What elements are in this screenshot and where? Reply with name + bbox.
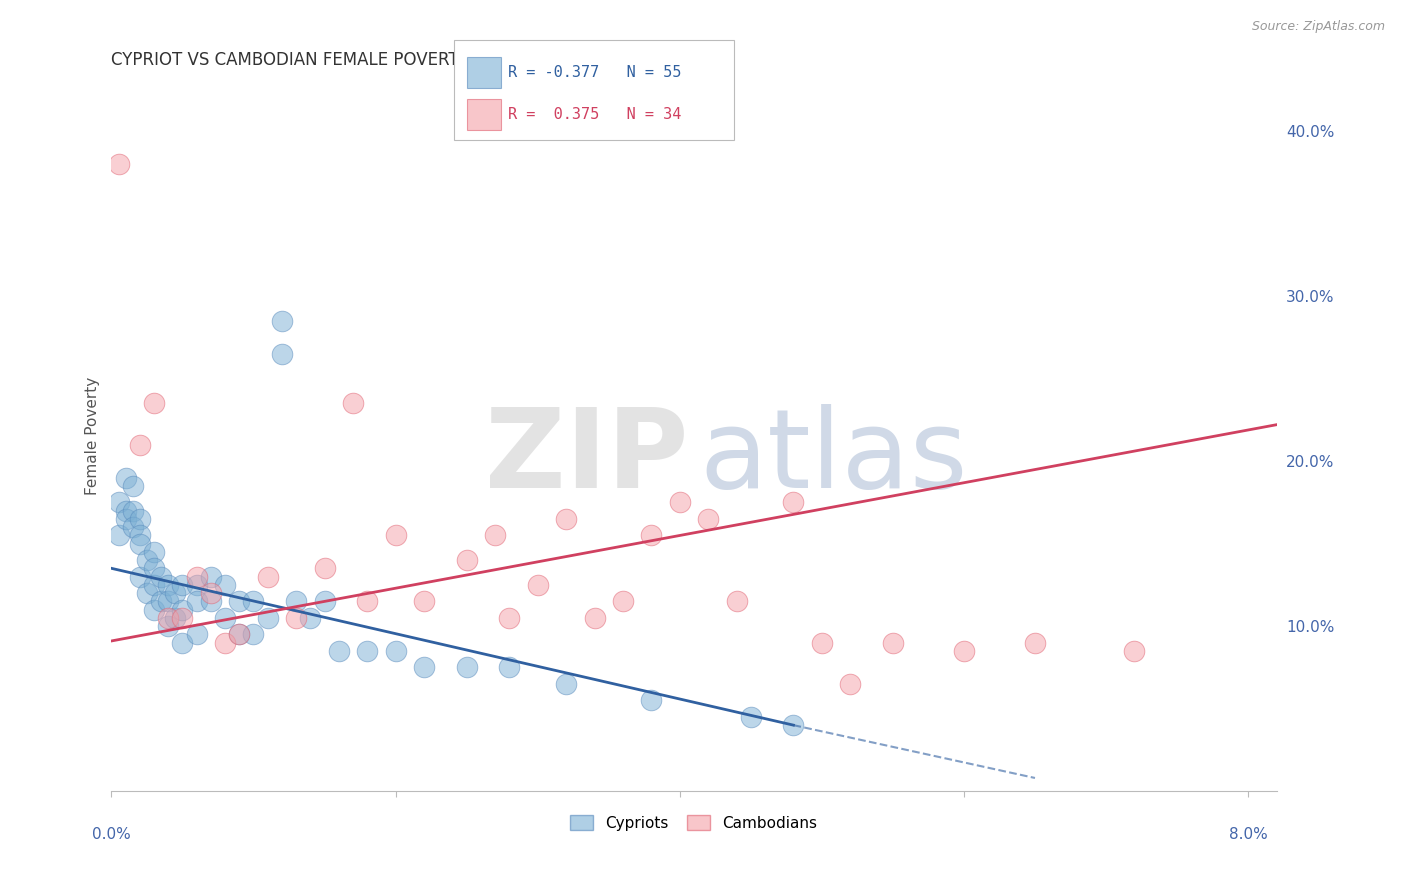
- Text: atlas: atlas: [700, 404, 969, 511]
- Point: [740, 710, 762, 724]
- Point: [128, 437, 150, 451]
- Point: [314, 594, 336, 608]
- Point: [782, 495, 804, 509]
- Point: [498, 611, 520, 625]
- Text: Source: ZipAtlas.com: Source: ZipAtlas.com: [1251, 20, 1385, 33]
- Point: [725, 594, 748, 608]
- Point: [413, 594, 436, 608]
- Point: [150, 569, 173, 583]
- Point: [200, 586, 222, 600]
- Point: [121, 479, 143, 493]
- Point: [484, 528, 506, 542]
- Legend: Cypriots, Cambodians: Cypriots, Cambodians: [564, 808, 824, 837]
- Point: [107, 495, 129, 509]
- Point: [150, 594, 173, 608]
- Point: [121, 503, 143, 517]
- Point: [299, 611, 322, 625]
- Point: [128, 536, 150, 550]
- Point: [114, 503, 136, 517]
- Point: [285, 594, 308, 608]
- Point: [256, 611, 278, 625]
- Point: [186, 569, 208, 583]
- Point: [143, 602, 166, 616]
- Point: [668, 495, 690, 509]
- Point: [328, 644, 350, 658]
- Point: [136, 586, 159, 600]
- Point: [157, 578, 180, 592]
- Point: [271, 314, 294, 328]
- Text: 0.0%: 0.0%: [91, 828, 131, 843]
- Point: [214, 635, 236, 649]
- Point: [612, 594, 634, 608]
- Point: [186, 627, 208, 641]
- Text: 8.0%: 8.0%: [1229, 828, 1267, 843]
- Point: [526, 578, 548, 592]
- Y-axis label: Female Poverty: Female Poverty: [86, 377, 100, 495]
- Point: [342, 396, 364, 410]
- Point: [228, 627, 250, 641]
- Point: [143, 578, 166, 592]
- Point: [1024, 635, 1046, 649]
- Point: [242, 594, 264, 608]
- Point: [157, 611, 180, 625]
- Point: [839, 677, 862, 691]
- Point: [143, 545, 166, 559]
- Point: [157, 619, 180, 633]
- Point: [143, 396, 166, 410]
- Point: [165, 611, 187, 625]
- Point: [242, 627, 264, 641]
- Point: [214, 611, 236, 625]
- Point: [128, 569, 150, 583]
- Point: [413, 660, 436, 674]
- Point: [811, 635, 834, 649]
- Point: [271, 347, 294, 361]
- Point: [107, 157, 129, 171]
- Point: [384, 528, 406, 542]
- Point: [1123, 644, 1146, 658]
- Point: [953, 644, 976, 658]
- Text: R = -0.377   N = 55: R = -0.377 N = 55: [508, 65, 681, 80]
- Text: R =  0.375   N = 34: R = 0.375 N = 34: [508, 107, 681, 122]
- Point: [200, 569, 222, 583]
- Point: [456, 660, 478, 674]
- Point: [640, 693, 662, 707]
- Point: [114, 470, 136, 484]
- Point: [186, 594, 208, 608]
- Point: [186, 578, 208, 592]
- Point: [172, 578, 194, 592]
- Point: [172, 602, 194, 616]
- Point: [356, 644, 378, 658]
- Point: [143, 561, 166, 575]
- Point: [128, 528, 150, 542]
- Point: [356, 594, 378, 608]
- Point: [555, 677, 578, 691]
- Point: [640, 528, 662, 542]
- Point: [285, 611, 308, 625]
- Point: [114, 512, 136, 526]
- Point: [782, 718, 804, 732]
- Point: [583, 611, 606, 625]
- Point: [157, 594, 180, 608]
- Point: [256, 569, 278, 583]
- Point: [172, 611, 194, 625]
- Point: [200, 594, 222, 608]
- Point: [228, 594, 250, 608]
- Point: [555, 512, 578, 526]
- Point: [228, 627, 250, 641]
- Point: [128, 512, 150, 526]
- Text: CYPRIOT VS CAMBODIAN FEMALE POVERTY CORRELATION CHART: CYPRIOT VS CAMBODIAN FEMALE POVERTY CORR…: [111, 51, 654, 69]
- Point: [456, 553, 478, 567]
- Point: [882, 635, 904, 649]
- Point: [384, 644, 406, 658]
- Point: [314, 561, 336, 575]
- Point: [214, 578, 236, 592]
- Text: ZIP: ZIP: [485, 404, 688, 511]
- Point: [165, 586, 187, 600]
- Point: [498, 660, 520, 674]
- Point: [121, 520, 143, 534]
- Point: [107, 528, 129, 542]
- Point: [136, 553, 159, 567]
- Point: [172, 635, 194, 649]
- Point: [697, 512, 720, 526]
